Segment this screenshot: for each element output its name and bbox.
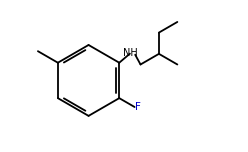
Text: NH: NH (124, 48, 138, 58)
Text: F: F (135, 102, 141, 112)
